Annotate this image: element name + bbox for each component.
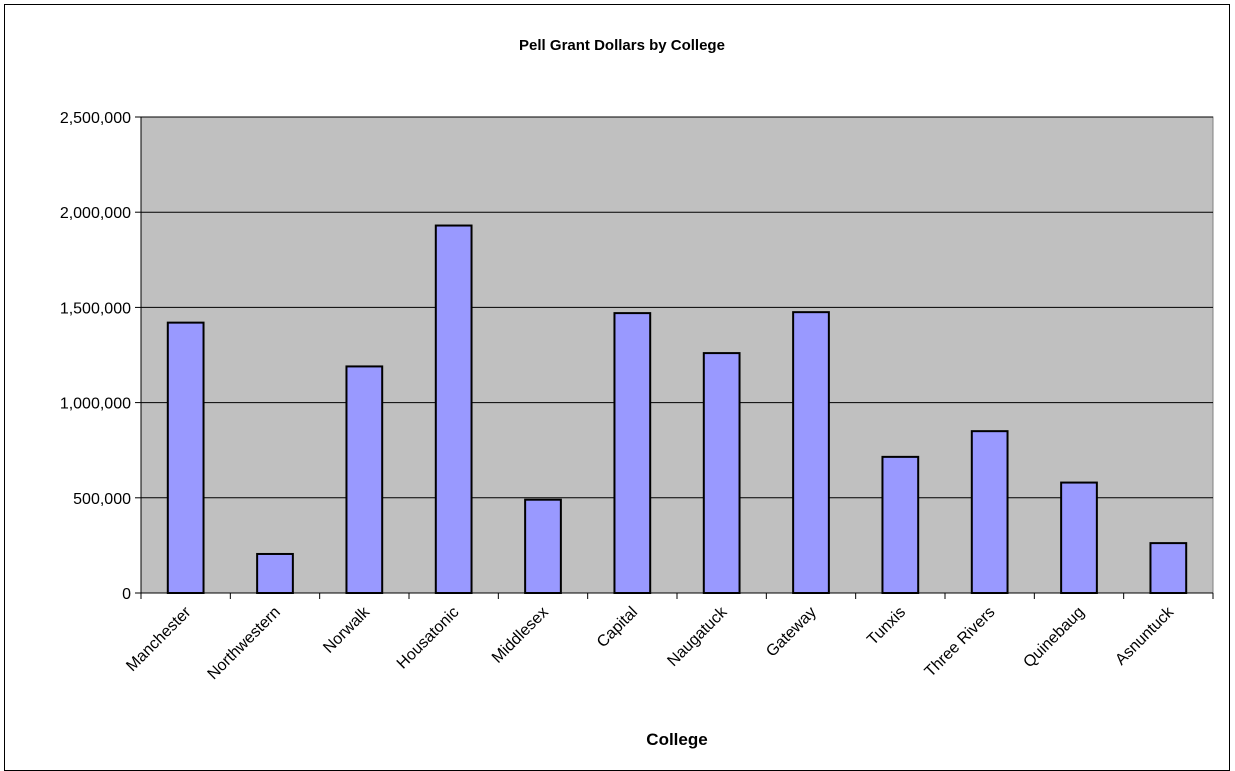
x-tick-label: Quinebaug [1020, 604, 1087, 671]
bar [524, 498, 562, 595]
y-tick-label: 1,500,000 [60, 300, 131, 317]
x-tick-label: Three Rivers [922, 604, 999, 681]
bar [613, 312, 652, 594]
bar [166, 321, 205, 594]
bars [166, 224, 1188, 595]
y-tick-labels: 0 500,000 1,000,000 1,500,000 2,000,000 2,500… [60, 110, 131, 603]
x-tick-label: Middlesex [489, 604, 552, 667]
gridlines [141, 116, 1213, 499]
y-tick-label: 2,000,000 [60, 205, 131, 222]
axes [135, 116, 1214, 599]
bar [702, 352, 741, 595]
x-tick-label: Manchester [123, 603, 195, 675]
bar [1060, 481, 1098, 594]
bar [256, 552, 294, 595]
x-tick-labels: Manchester Northwestern Norwalk Housatonic M… [123, 603, 1177, 683]
y-tick-label: 1,000,000 [60, 396, 131, 413]
y-tick-label: 2,500,000 [60, 110, 131, 127]
y-tick-label: 500,000 [73, 491, 131, 508]
bar [970, 430, 1009, 594]
y-tick-label: 0 [122, 586, 131, 603]
x-axis-title: College [646, 730, 707, 749]
x-tick-label: Asnuntuck [1112, 603, 1178, 669]
x-tick-label: Norwalk [320, 603, 374, 657]
x-tick-label: Tunxis [864, 604, 909, 649]
x-tick-label: Housatonic [394, 604, 463, 673]
x-tick-label: Capital [594, 604, 641, 651]
x-tick-label: Naugatuck [664, 603, 731, 670]
plot-area [140, 116, 1214, 594]
x-tick-label: Gateway [763, 604, 820, 661]
bar [434, 224, 473, 594]
bar [792, 311, 830, 594]
bar [345, 365, 384, 595]
bar [881, 455, 920, 595]
chart-title: Pell Grant Dollars by College [519, 37, 725, 54]
bar [1149, 542, 1188, 594]
x-tick-label: Northwestern [205, 604, 284, 683]
